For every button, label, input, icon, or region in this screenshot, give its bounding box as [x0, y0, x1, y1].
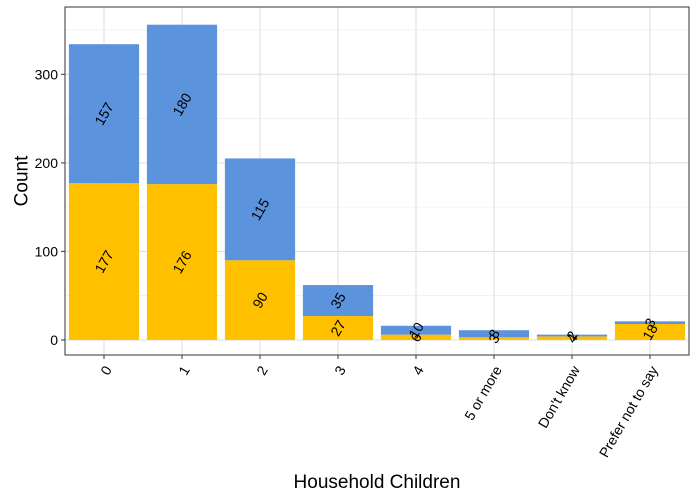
- y-tick-label: 200: [35, 155, 59, 171]
- x-tick-label: 0: [97, 363, 115, 378]
- bar-segment: [146, 24, 218, 185]
- bars: [68, 24, 686, 340]
- x-axis: 0 1 2 3 4 5 or more Don't know Prefer not to sa…: [97, 355, 661, 460]
- data-label: 27: [327, 317, 349, 339]
- data-label: 90: [249, 289, 271, 311]
- x-tick-label: 1: [175, 363, 193, 378]
- y-axis: 0 100 200 300: [35, 66, 65, 348]
- bar-segment: [536, 334, 608, 337]
- x-tick-label: Prefer not to say: [596, 363, 661, 460]
- bar-segment: [224, 260, 296, 340]
- x-tick-label: 2: [253, 363, 271, 378]
- bar-segment: [614, 324, 686, 340]
- bar-segment: [458, 337, 530, 340]
- bar-segment: [380, 325, 452, 335]
- bar-segment: [536, 336, 608, 340]
- bar-segment: [614, 321, 686, 325]
- x-axis-title: Household Children: [294, 472, 461, 493]
- bar-segment: [302, 316, 374, 340]
- bar-segment: [380, 334, 452, 340]
- bar-segment: [302, 285, 374, 317]
- data-label: 10: [405, 319, 427, 341]
- y-tick-label: 0: [50, 332, 58, 348]
- plot-panel-border: [64, 6, 690, 356]
- data-label: 18: [639, 321, 661, 343]
- x-tick-label: 3: [331, 363, 349, 378]
- y-axis-title: Count: [12, 155, 33, 206]
- y-tick-label: 300: [35, 66, 59, 82]
- bar-segment: [146, 184, 218, 340]
- x-tick-label: Don't know: [535, 362, 584, 430]
- bar-segment: [224, 158, 296, 261]
- x-tick-label: 5 or more: [461, 363, 505, 423]
- bar-segment: [68, 44, 140, 184]
- data-label: 35: [327, 290, 349, 312]
- bar-segment: [458, 330, 530, 338]
- x-tick-label: 4: [409, 363, 427, 378]
- bar-segment: [68, 183, 140, 340]
- y-tick-label: 100: [35, 243, 59, 259]
